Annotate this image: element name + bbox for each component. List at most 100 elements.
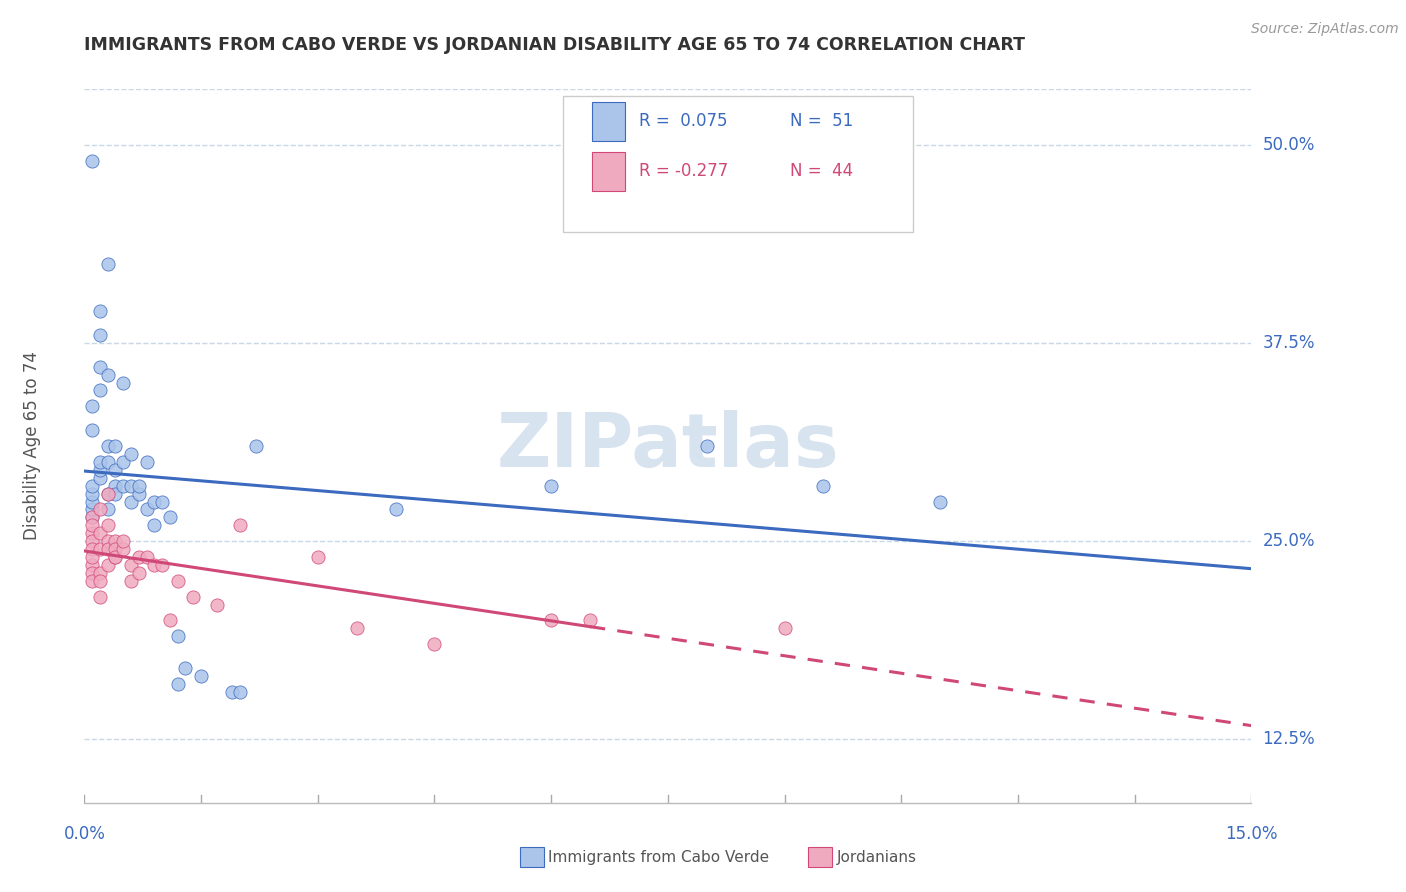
Point — [82, 526, 104, 541]
Point — [174, 661, 197, 675]
Point — [97, 486, 120, 500]
Point — [89, 359, 111, 374]
Text: ZIPatlas: ZIPatlas — [496, 409, 839, 483]
Point — [112, 542, 135, 557]
Point — [89, 574, 111, 588]
Point — [104, 439, 127, 453]
Bar — [592, 152, 624, 191]
Text: Disability Age 65 to 74: Disability Age 65 to 74 — [22, 351, 41, 541]
Point — [245, 439, 267, 453]
Point — [82, 423, 104, 437]
Point — [97, 502, 120, 516]
Point — [89, 455, 111, 469]
Text: IMMIGRANTS FROM CABO VERDE VS JORDANIAN DISABILITY AGE 65 TO 74 CORRELATION CHAR: IMMIGRANTS FROM CABO VERDE VS JORDANIAN … — [84, 36, 1025, 54]
Point — [384, 502, 406, 516]
Point — [104, 534, 127, 549]
Point — [82, 518, 104, 533]
FancyBboxPatch shape — [562, 96, 912, 232]
Point — [82, 549, 104, 564]
Point — [89, 566, 111, 580]
Point — [143, 518, 166, 533]
Point — [229, 685, 252, 699]
Point — [773, 621, 796, 635]
Point — [135, 455, 157, 469]
Point — [82, 486, 104, 500]
Text: 25.0%: 25.0% — [1263, 533, 1315, 550]
Point — [82, 494, 104, 508]
Point — [97, 542, 120, 557]
Text: Immigrants from Cabo Verde: Immigrants from Cabo Verde — [548, 850, 769, 864]
Point — [82, 502, 104, 516]
Point — [82, 558, 104, 572]
Point — [128, 566, 150, 580]
Point — [112, 455, 135, 469]
Point — [104, 542, 127, 557]
Point — [190, 669, 212, 683]
Text: N =  51: N = 51 — [790, 112, 853, 130]
Point — [104, 486, 127, 500]
Point — [82, 400, 104, 414]
Point — [120, 478, 142, 492]
Point — [120, 574, 142, 588]
Point — [143, 558, 166, 572]
Point — [150, 558, 173, 572]
Point — [346, 621, 368, 635]
Point — [143, 494, 166, 508]
Point — [166, 677, 188, 691]
Point — [696, 439, 718, 453]
Point — [82, 542, 104, 557]
Text: 37.5%: 37.5% — [1263, 334, 1315, 352]
Text: Source: ZipAtlas.com: Source: ZipAtlas.com — [1251, 22, 1399, 37]
Point — [128, 549, 150, 564]
Text: R =  0.075: R = 0.075 — [638, 112, 727, 130]
Point — [104, 549, 127, 564]
Point — [82, 478, 104, 492]
Point — [112, 376, 135, 390]
Text: 12.5%: 12.5% — [1263, 731, 1315, 748]
Point — [813, 478, 835, 492]
Point — [97, 439, 120, 453]
Point — [540, 614, 562, 628]
Point — [89, 384, 111, 398]
Point — [229, 518, 252, 533]
Point — [82, 574, 104, 588]
Point — [97, 558, 120, 572]
Point — [97, 368, 120, 382]
Point — [97, 455, 120, 469]
Bar — [592, 102, 624, 141]
Point — [135, 502, 157, 516]
Point — [307, 549, 329, 564]
Point — [82, 510, 104, 524]
Point — [97, 534, 120, 549]
Text: 50.0%: 50.0% — [1263, 136, 1315, 153]
Point — [540, 478, 562, 492]
Point — [104, 549, 127, 564]
Point — [166, 574, 188, 588]
Point — [205, 598, 228, 612]
Point — [181, 590, 204, 604]
Point — [128, 486, 150, 500]
Point — [929, 494, 952, 508]
Point — [104, 463, 127, 477]
Point — [89, 304, 111, 318]
Text: 15.0%: 15.0% — [1225, 825, 1278, 843]
Point — [89, 502, 111, 516]
Point — [221, 685, 243, 699]
Point — [82, 534, 104, 549]
Point — [112, 534, 135, 549]
Point — [112, 478, 135, 492]
Point — [120, 447, 142, 461]
Point — [97, 486, 120, 500]
Point — [97, 257, 120, 271]
Point — [120, 494, 142, 508]
Text: N =  44: N = 44 — [790, 162, 853, 180]
Text: R = -0.277: R = -0.277 — [638, 162, 728, 180]
Point — [82, 566, 104, 580]
Point — [104, 478, 127, 492]
Point — [135, 549, 157, 564]
Point — [97, 518, 120, 533]
Text: Jordanians: Jordanians — [837, 850, 917, 864]
Text: 0.0%: 0.0% — [63, 825, 105, 843]
Point — [89, 463, 111, 477]
Point — [579, 614, 602, 628]
